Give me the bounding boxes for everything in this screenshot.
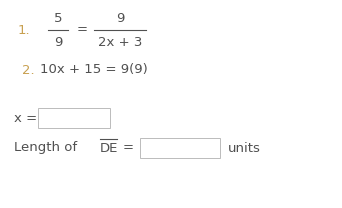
FancyBboxPatch shape	[140, 138, 220, 158]
Text: 5: 5	[54, 11, 62, 25]
Text: DE: DE	[100, 141, 118, 155]
Text: x =: x =	[14, 111, 37, 125]
Text: Length of: Length of	[14, 141, 77, 155]
FancyBboxPatch shape	[38, 108, 110, 128]
Text: 9: 9	[116, 11, 124, 25]
Text: 10x + 15 = 9(9): 10x + 15 = 9(9)	[40, 63, 148, 77]
Text: units: units	[228, 141, 261, 155]
Text: 2.: 2.	[22, 63, 35, 77]
Text: 9: 9	[54, 36, 62, 48]
Text: =: =	[77, 24, 88, 36]
Text: =: =	[123, 141, 134, 155]
Text: 1.: 1.	[18, 24, 31, 36]
Text: 2x + 3: 2x + 3	[98, 36, 142, 48]
